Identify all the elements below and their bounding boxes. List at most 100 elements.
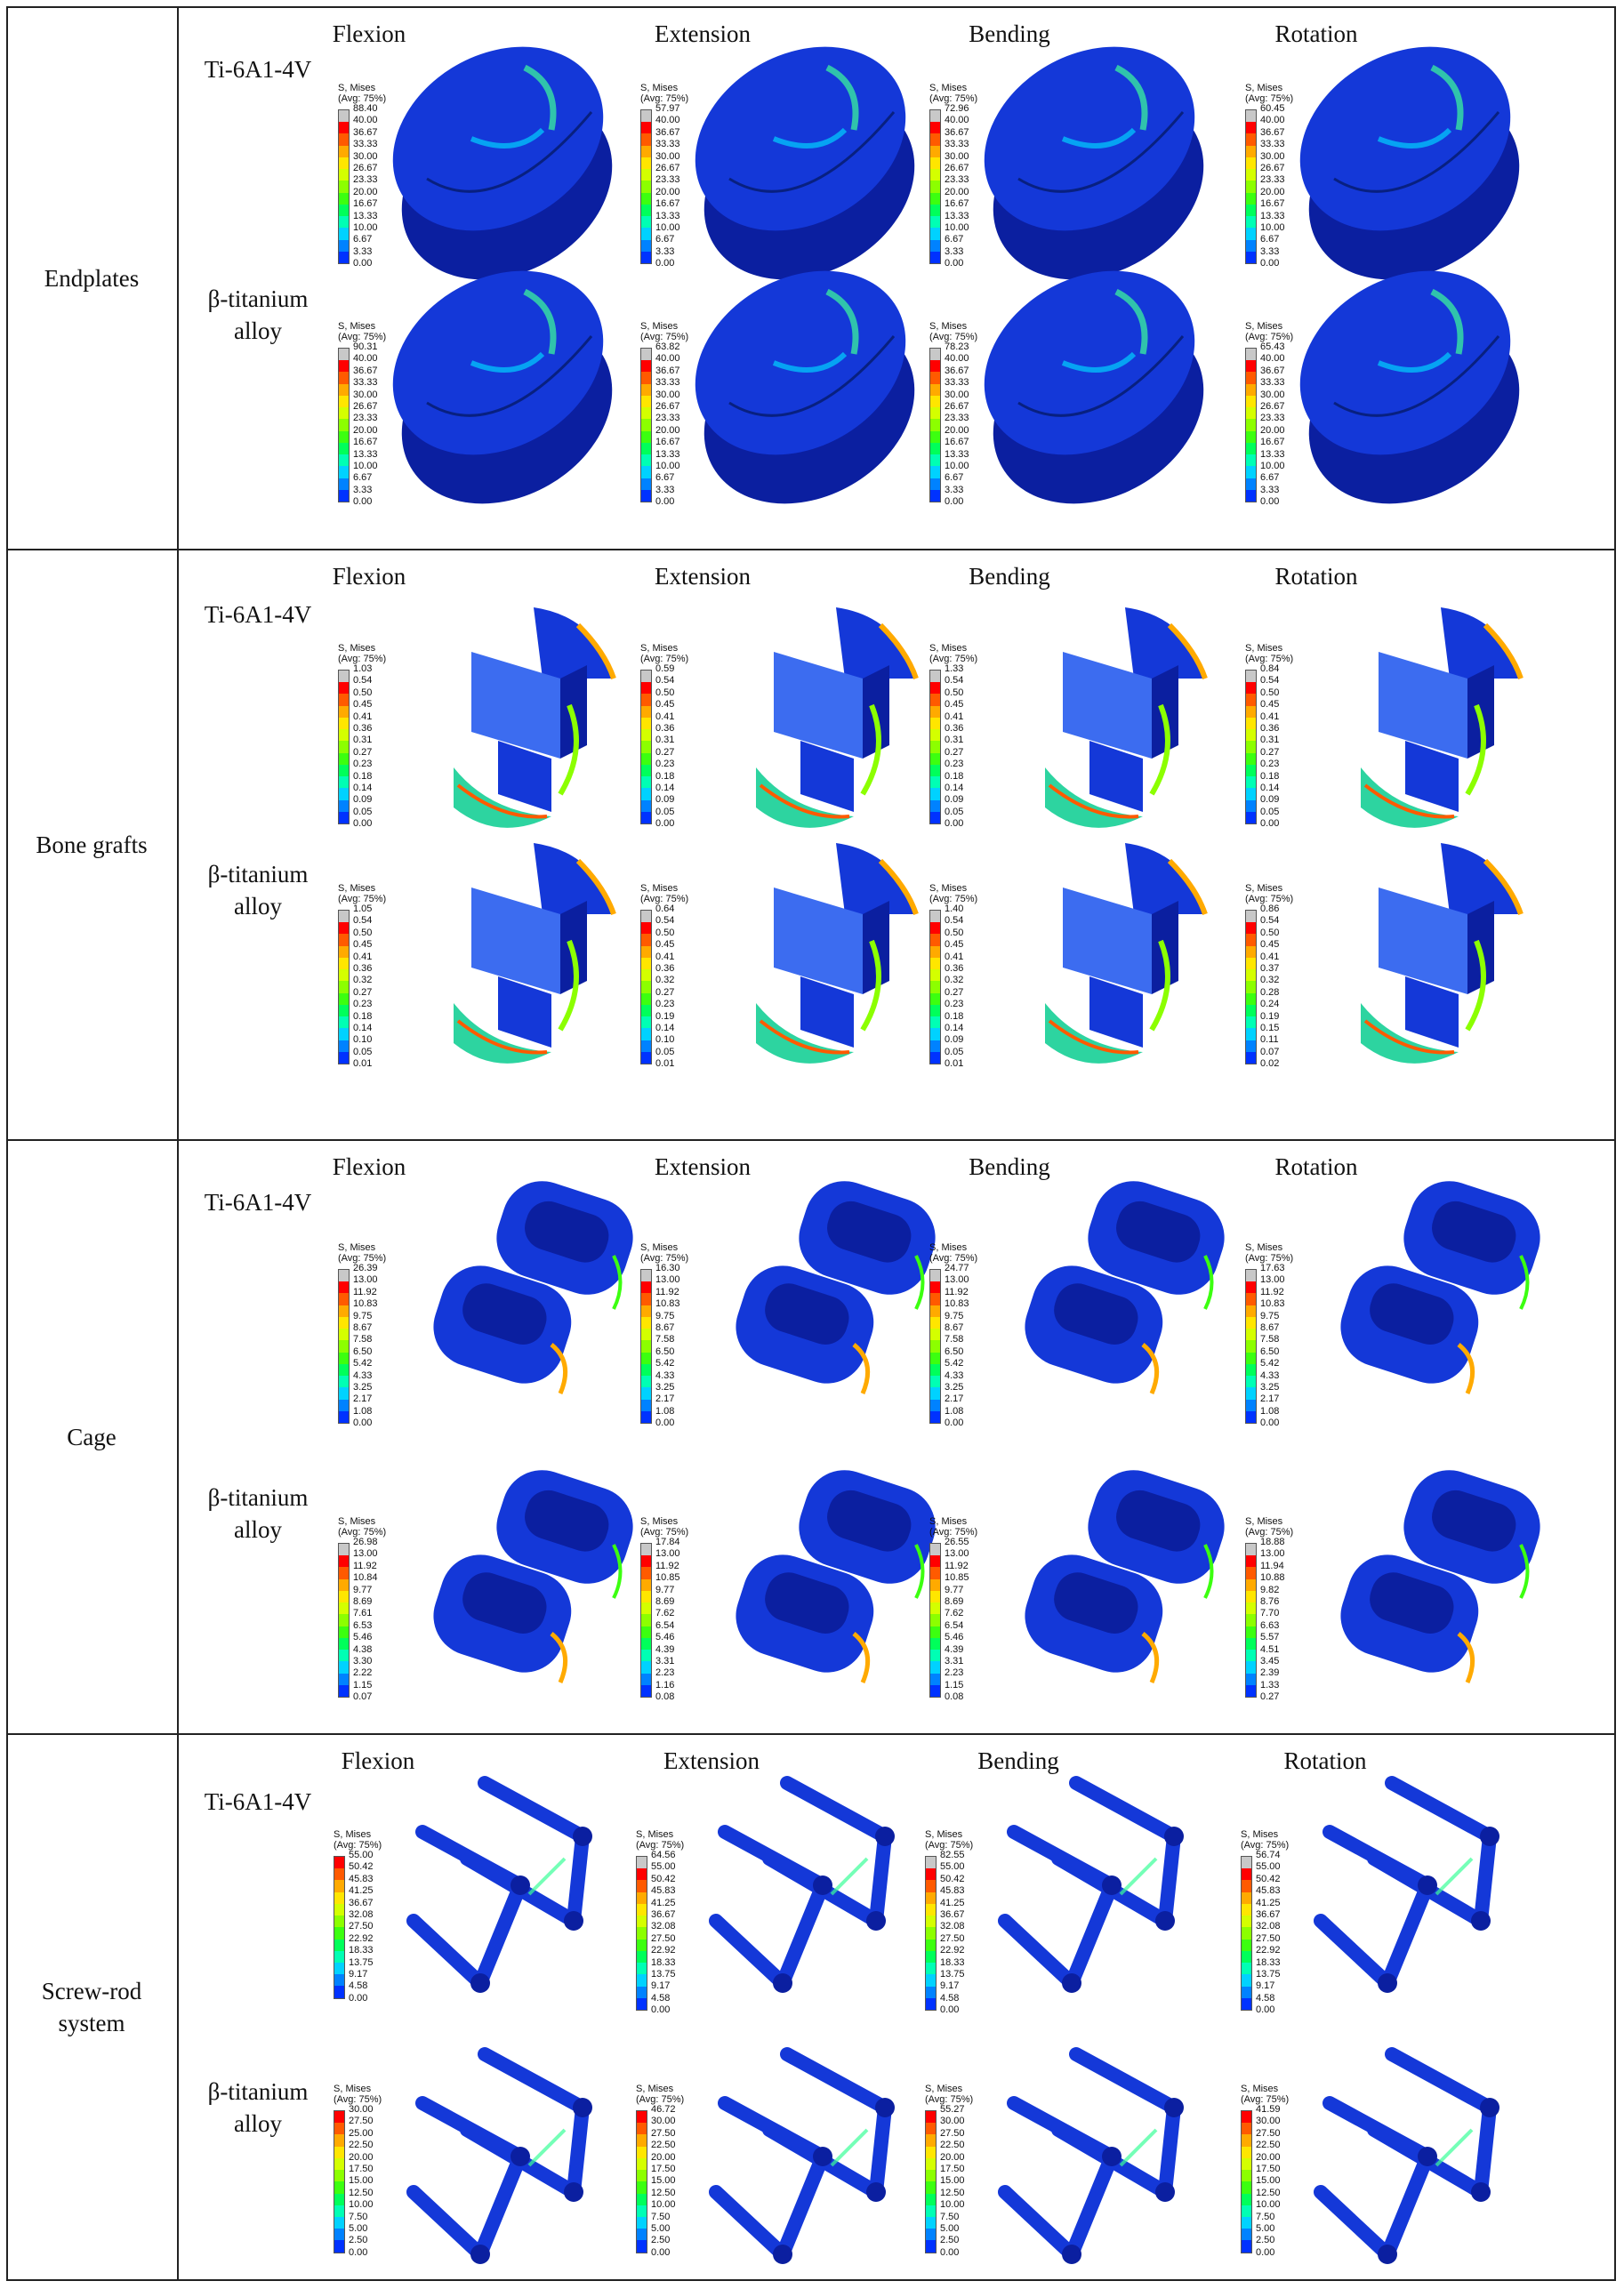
legend-values: 17.63 13.00 11.92 10.83 9.75 8.67 7.58 6.50 5.42… xyxy=(1260,1263,1285,1430)
legend-color-band xyxy=(1246,682,1256,695)
legend-value: 15.00 xyxy=(940,2175,965,2187)
legend-title-line1: S, Mises xyxy=(334,2084,372,2094)
legend-color-band xyxy=(339,1293,349,1305)
legend-color-band xyxy=(926,1891,936,1904)
legend-value: 9.17 xyxy=(349,1968,368,1980)
legend-color-band xyxy=(1246,1293,1256,1305)
legend-color-band xyxy=(930,1016,940,1029)
legend-value: 13.75 xyxy=(651,1968,676,1980)
legend-title-line2: (Avg: 75%) xyxy=(1245,1253,1294,1264)
legend-color-band xyxy=(930,1270,940,1282)
legend-color-band xyxy=(1246,110,1256,123)
legend-value: 32.08 xyxy=(651,1921,676,1932)
legend-color-band xyxy=(930,752,940,765)
legend-value: 9.75 xyxy=(1260,1310,1280,1321)
legend-value: 6.50 xyxy=(353,1345,373,1357)
legend-color-band xyxy=(1246,1555,1256,1568)
legend-color-band xyxy=(930,1329,940,1341)
legend-value: 1.03 xyxy=(353,663,373,674)
legend-value: 50.42 xyxy=(940,1873,965,1884)
legend-color-bar xyxy=(929,1269,941,1425)
legend-value: 0.36 xyxy=(1260,722,1280,734)
legend-color-band xyxy=(641,705,651,718)
legend-value: 0.54 xyxy=(655,915,675,927)
legend-color-bar xyxy=(929,1543,941,1699)
legend-value: 0.36 xyxy=(655,722,675,734)
legend-color-band xyxy=(1246,1340,1256,1353)
column-label: Rotation xyxy=(1274,20,1358,47)
legend-value: 10.00 xyxy=(940,2199,965,2211)
legend-value: 3.33 xyxy=(1260,484,1280,495)
legend-value: 3.25 xyxy=(945,1381,964,1393)
material-label-line: β-titanium xyxy=(207,2078,309,2105)
legend-value: 26.39 xyxy=(353,1263,378,1273)
legend-color-band xyxy=(641,1329,651,1341)
legend-color-band xyxy=(930,1399,940,1411)
legend-value: 2.50 xyxy=(940,2235,960,2246)
legend-value: 0.54 xyxy=(945,915,964,927)
legend-value: 9.82 xyxy=(1260,1584,1280,1595)
legend-value: 0.24 xyxy=(1260,999,1280,1010)
legend-color-band xyxy=(339,1387,349,1400)
legend-color-band xyxy=(641,430,651,443)
legend-color-band xyxy=(334,2157,344,2171)
material-label: Ti-6A1-4V xyxy=(187,598,329,630)
legend-color-bar xyxy=(640,109,652,265)
legend-color-band xyxy=(339,1590,349,1603)
legend-value: 0.00 xyxy=(1260,496,1280,508)
legend-value: 0.31 xyxy=(655,735,675,746)
legend-title-line1: S, Mises xyxy=(640,643,679,654)
legend-value: 6.50 xyxy=(655,1345,675,1357)
legend-color-band xyxy=(930,228,940,240)
legend-color-band xyxy=(1246,1567,1256,1579)
legend-color-band xyxy=(930,1293,940,1305)
legend-value: 13.00 xyxy=(945,1548,969,1560)
legend-values: 26.39 13.00 11.92 10.83 9.75 8.67 7.58 6.50 5.42… xyxy=(353,1263,378,1430)
legend-value: 0.50 xyxy=(1260,687,1280,698)
legend-value: 0.00 xyxy=(1256,2246,1275,2258)
legend-value: 26.67 xyxy=(655,400,680,412)
legend-value: 0.00 xyxy=(940,2004,960,2016)
legend-color-band xyxy=(926,2193,936,2205)
legend-color-band xyxy=(339,395,349,408)
legend-value: 2.50 xyxy=(349,2235,368,2246)
legend-color-band xyxy=(334,2181,344,2194)
legend-color-band xyxy=(641,1602,651,1615)
legend-value: 0.00 xyxy=(353,496,373,508)
legend-value: 0.41 xyxy=(945,951,964,962)
legend-value: 0.41 xyxy=(655,711,675,722)
legend-value: 36.67 xyxy=(945,365,969,376)
legend-color-band xyxy=(637,2157,647,2171)
legend-color-band xyxy=(1246,671,1256,683)
column-label: Flexion xyxy=(341,1747,415,1774)
legend-value: 50.42 xyxy=(1256,1873,1281,1884)
legend-color-band xyxy=(930,1340,940,1353)
legend-value: 3.25 xyxy=(1260,1381,1280,1393)
legend-value: 0.50 xyxy=(353,687,373,698)
legend-color-band xyxy=(1242,2240,1251,2253)
legend-color-band xyxy=(1242,2134,1251,2147)
legend-color-band xyxy=(339,705,349,718)
legend-value: 0.23 xyxy=(655,999,675,1010)
legend-value: 0.01 xyxy=(655,1058,675,1070)
legend-color-bar xyxy=(929,109,941,265)
legend-color-band xyxy=(926,2170,936,2182)
legend-value: 30.00 xyxy=(349,2104,374,2115)
legend-color-band xyxy=(1246,1376,1256,1388)
contour-legend: S, Mises (Avg: 75%) 55.00 50.42 45.83 41.25 36… xyxy=(334,1829,387,2006)
legend-title-line2: (Avg: 75%) xyxy=(1245,332,1294,342)
legend-color-band xyxy=(339,430,349,443)
legend-color-bar xyxy=(1245,109,1257,265)
legend-color-band xyxy=(641,1590,651,1603)
material-label-line: β-titanium xyxy=(207,285,309,312)
legend-value: 46.72 xyxy=(651,2104,676,2115)
legend-value: 40.00 xyxy=(655,353,680,365)
legend-value: 0.54 xyxy=(945,675,964,687)
legend-color-band xyxy=(641,1650,651,1662)
legend-value: 8.69 xyxy=(655,1595,675,1607)
legend-color-bar xyxy=(929,670,941,825)
legend-value: 0.18 xyxy=(945,1010,964,1022)
legend-title-line2: (Avg: 75%) xyxy=(640,894,689,904)
legend-value: 0.00 xyxy=(945,258,964,269)
legend-color-band xyxy=(1246,395,1256,408)
